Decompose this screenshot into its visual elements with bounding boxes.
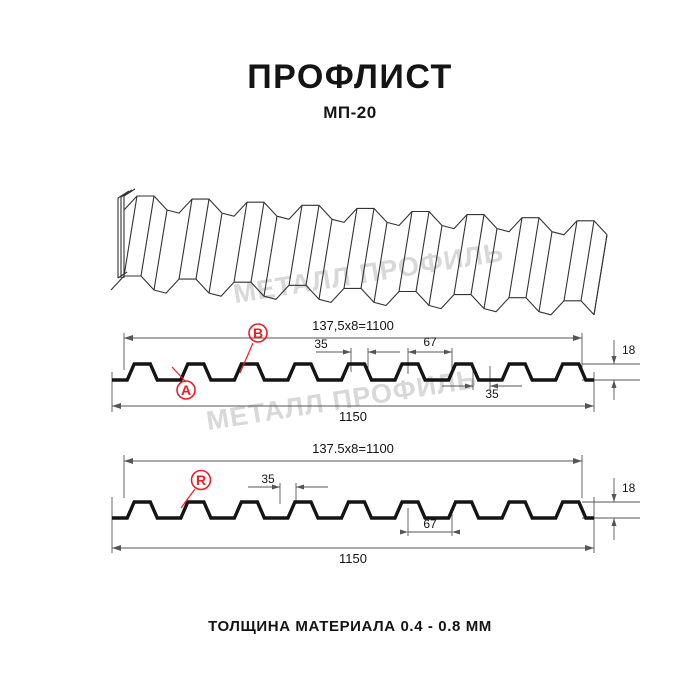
marker-r-label: R — [196, 472, 206, 488]
dim-rib-bottom-label: 35 — [485, 387, 499, 401]
dim-arrows-top — [112, 335, 617, 409]
dim-overall-top-label-2: 137.5x8=1100 — [312, 441, 394, 456]
marker-b: B — [239, 323, 268, 374]
material-thickness-note: ТОЛЩИНА МАТЕРИАЛА 0.4 - 0.8 ММ — [208, 618, 492, 635]
dim-flat-label-2: 67 — [423, 517, 437, 531]
profile-outline-top — [112, 362, 594, 382]
dim-rib-top-label: 35 — [314, 337, 328, 351]
profile-outline-bottom — [112, 500, 594, 520]
dim-overall-bottom-label: 1150 — [339, 409, 367, 424]
dim-height-label-2: 18 — [622, 481, 636, 495]
marker-b-label: B — [253, 325, 263, 341]
product-model: МП-20 — [323, 103, 377, 122]
marker-a: A — [171, 366, 196, 400]
dim-overall-top-label: 137,5x8=1100 — [312, 318, 394, 333]
page-title: ПРОФЛИСТ — [247, 58, 453, 96]
dim-arrows-bottom — [112, 458, 617, 551]
dim-flat-label: 67 — [423, 335, 437, 349]
dim-height-label: 18 — [622, 343, 636, 357]
marker-r: R — [180, 469, 212, 509]
marker-a-label: A — [181, 382, 191, 398]
dim-overall-bottom-label-2: 1150 — [339, 551, 367, 566]
dim-rib-top-label-2: 35 — [261, 472, 275, 486]
